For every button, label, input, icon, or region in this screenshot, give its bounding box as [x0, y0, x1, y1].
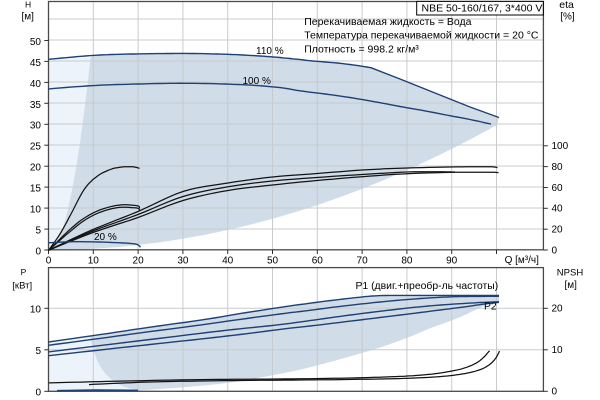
svg-text:20: 20 [133, 255, 145, 266]
svg-text:P1 (двиг.+преобр-ль частоты): P1 (двиг.+преобр-ль частоты) [356, 280, 499, 292]
svg-text:Перекачиваемая жидкость = Вода: Перекачиваемая жидкость = Вода [304, 16, 471, 28]
svg-text:40: 40 [552, 204, 564, 215]
svg-text:90: 90 [446, 255, 458, 266]
svg-text:[%]: [%] [560, 11, 575, 22]
svg-text:20: 20 [30, 163, 42, 174]
svg-text:10: 10 [30, 205, 42, 216]
svg-text:10: 10 [30, 305, 42, 316]
svg-text:60: 60 [552, 183, 564, 194]
svg-text:H: H [25, 0, 31, 9]
svg-text:0: 0 [552, 245, 558, 256]
svg-text:0: 0 [46, 255, 52, 266]
svg-text:5: 5 [35, 226, 41, 237]
svg-text:[м]: [м] [22, 12, 35, 23]
svg-text:40: 40 [30, 79, 42, 90]
svg-text:110 %: 110 % [256, 46, 284, 57]
svg-text:15: 15 [30, 184, 42, 195]
svg-text:5: 5 [35, 346, 41, 357]
svg-text:50: 50 [267, 255, 279, 266]
svg-text:0: 0 [35, 246, 41, 257]
svg-text:80: 80 [552, 162, 564, 173]
svg-text:35: 35 [30, 100, 42, 111]
svg-text:30: 30 [177, 255, 189, 266]
svg-text:[кВт]: [кВт] [12, 281, 32, 292]
svg-text:Q [м³/ч]: Q [м³/ч] [505, 255, 540, 266]
svg-text:Температура перекачиваемой жид: Температура перекачиваемой жидкости = 20… [304, 30, 539, 42]
svg-text:80: 80 [401, 255, 413, 266]
svg-text:P2: P2 [484, 302, 497, 313]
svg-text:40: 40 [222, 255, 234, 266]
svg-text:20: 20 [552, 304, 564, 315]
svg-text:30: 30 [30, 121, 42, 132]
svg-text:0: 0 [35, 388, 41, 399]
svg-text:NBE 50-160/167, 3*400 V: NBE 50-160/167, 3*400 V [422, 3, 543, 15]
svg-text:50: 50 [30, 37, 42, 48]
svg-text:10: 10 [88, 255, 100, 266]
svg-text:P: P [21, 267, 27, 277]
svg-text:100: 100 [552, 141, 569, 152]
svg-text:eta: eta [559, 0, 574, 11]
svg-text:0: 0 [552, 387, 558, 398]
svg-text:70: 70 [357, 255, 369, 266]
svg-text:[м]: [м] [565, 280, 578, 291]
svg-text:10: 10 [552, 345, 564, 356]
svg-text:45: 45 [30, 58, 42, 69]
svg-text:60: 60 [312, 255, 324, 266]
svg-text:20 %: 20 % [94, 232, 117, 243]
svg-text:100 %: 100 % [243, 76, 271, 87]
svg-text:25: 25 [30, 142, 42, 153]
svg-text:20: 20 [552, 225, 564, 236]
svg-text:NPSH: NPSH [557, 268, 584, 279]
svg-text:Плотность = 998.2 кг/м³: Плотность = 998.2 кг/м³ [304, 43, 419, 55]
